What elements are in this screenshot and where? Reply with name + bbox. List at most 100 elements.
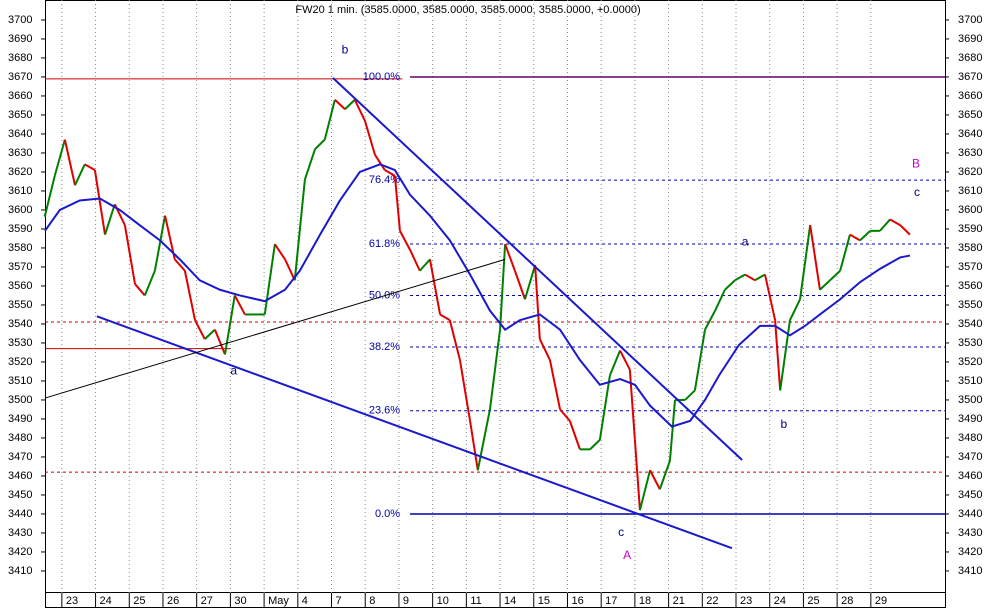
- x-tick-label: 28: [841, 595, 853, 607]
- wave-label: a: [230, 364, 237, 378]
- price-segment: [384, 169, 396, 177]
- x-tick-label: 25: [807, 595, 819, 607]
- y-tick-label: 3480: [8, 432, 32, 444]
- price-segment: [314, 138, 326, 150]
- x-tick-label: 10: [437, 595, 449, 607]
- y-tick-label: 3540: [8, 318, 32, 330]
- price-segment: [568, 420, 581, 450]
- y-tick-label: 3610: [8, 185, 32, 197]
- y-tick-label: 3490: [8, 413, 32, 425]
- price-segment: [274, 243, 286, 260]
- y-tick-label-right: 3420: [958, 546, 982, 558]
- price-segment: [293, 179, 306, 281]
- x-tick-label: 14: [504, 595, 516, 607]
- price-segment: [353, 99, 366, 122]
- fib-label: 61.8%: [369, 238, 400, 250]
- price-segment: [524, 264, 537, 300]
- x-tick-label: 11: [470, 595, 481, 607]
- x-tick-label: 26: [167, 595, 179, 607]
- price-segment: [363, 120, 376, 156]
- y-tick-label: 3500: [8, 394, 32, 406]
- y-tick-label: 3410: [8, 565, 32, 577]
- y-tick-label-right: 3440: [958, 508, 982, 520]
- price-segment: [619, 350, 631, 371]
- price-segment: [194, 319, 206, 340]
- price-segment: [789, 298, 801, 321]
- moving-average: [44, 163, 911, 428]
- y-tick-label-right: 3590: [958, 223, 982, 235]
- price-segment: [104, 203, 116, 235]
- price-segment: [849, 233, 861, 242]
- wave-label: a: [742, 234, 749, 248]
- price-segment: [374, 154, 386, 171]
- price-segment: [476, 409, 491, 471]
- price-segment: [84, 163, 96, 171]
- y-tick-label-right: 3460: [958, 470, 982, 482]
- price-segment: [734, 273, 746, 282]
- price-segment: [633, 439, 641, 511]
- y-tick-label: 3630: [8, 147, 32, 159]
- x-tick-label: 21: [673, 595, 685, 607]
- price-segment: [693, 329, 706, 391]
- x-tick-label: 16: [571, 595, 583, 607]
- y-tick-label: 3570: [8, 261, 32, 273]
- y-tick-label: 3420: [8, 546, 32, 558]
- price-segment: [44, 175, 56, 216]
- price-segment: [224, 295, 236, 355]
- x-tick-label: 27: [201, 595, 213, 607]
- price-segment: [589, 439, 601, 451]
- y-tick-label-right: 3480: [958, 432, 982, 444]
- price-segment: [513, 270, 526, 300]
- x-tick-label: May: [268, 595, 289, 607]
- y-tick-label: 3680: [8, 52, 32, 64]
- y-tick-label-right: 3530: [958, 337, 982, 349]
- price-segment: [93, 169, 106, 235]
- x-tick-label: 17: [605, 595, 617, 607]
- price-segment: [534, 264, 541, 340]
- x-tick-label: 24: [774, 595, 786, 607]
- price-segment: [628, 369, 636, 440]
- price-segment: [53, 139, 66, 177]
- price-segment: [879, 218, 891, 232]
- y-tick-label-right: 3690: [958, 33, 982, 45]
- price-segment: [649, 469, 661, 490]
- y-tick-label: 3670: [8, 71, 32, 83]
- price-segment: [174, 258, 186, 272]
- y-tick-label-right: 3490: [958, 413, 982, 425]
- x-tick-label: 4: [302, 595, 308, 607]
- price-segment: [488, 329, 502, 410]
- price-segment: [263, 244, 276, 315]
- price-segment: [889, 218, 901, 227]
- y-tick-label-right: 3410: [958, 565, 982, 577]
- y-tick-label: 3620: [8, 166, 32, 178]
- y-tick-label: 3550: [8, 299, 32, 311]
- price-segment: [74, 163, 86, 186]
- price-segment: [504, 243, 516, 272]
- price-segment: [183, 270, 196, 321]
- price-segment: [323, 99, 336, 140]
- y-tick-label: 3660: [8, 90, 32, 102]
- plot-frame: [45, 0, 946, 593]
- chart-title: FW20 1 min. (3585.0000, 3585.0000, 3585.…: [295, 4, 640, 16]
- y-tick-label: 3510: [8, 375, 32, 387]
- price-segment: [559, 408, 571, 422]
- x-tick-label: 25: [133, 595, 145, 607]
- y-tick-label: 3590: [8, 223, 32, 235]
- price-segment: [684, 389, 696, 401]
- y-tick-label-right: 3470: [958, 451, 982, 463]
- trendline: [332, 77, 743, 461]
- y-tick-label-right: 3560: [958, 280, 982, 292]
- x-tick-label: 29: [875, 595, 887, 607]
- price-segment: [764, 274, 777, 321]
- wave-label: A: [623, 548, 631, 562]
- x-tick-label: 22: [706, 595, 718, 607]
- x-tick-label: 18: [639, 595, 651, 607]
- price-segment: [819, 279, 831, 291]
- y-tick-label-right: 3630: [958, 147, 982, 159]
- price-segment: [393, 175, 401, 231]
- y-tick-label-right: 3500: [958, 394, 982, 406]
- trendline: [96, 315, 733, 550]
- price-segment: [859, 230, 871, 242]
- x-tick-label: 23: [740, 595, 752, 607]
- price-segment: [233, 294, 246, 315]
